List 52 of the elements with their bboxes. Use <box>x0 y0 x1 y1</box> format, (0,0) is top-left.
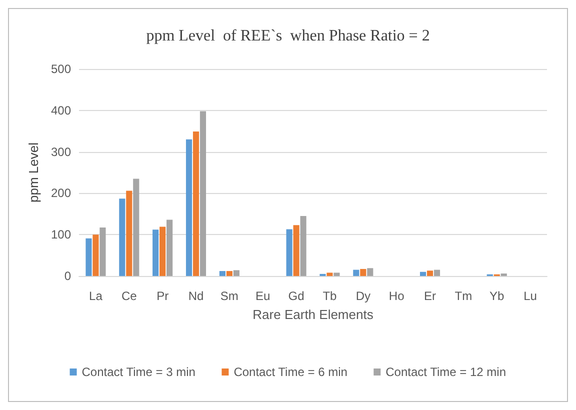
bar <box>186 139 192 276</box>
legend-label: Contact Time = 3 min <box>82 365 196 379</box>
bar <box>192 132 200 276</box>
x-tick-label: Sm <box>220 289 238 303</box>
bar <box>200 111 206 276</box>
x-axis-title: Rare Earth Elements <box>252 307 374 322</box>
bar <box>160 226 166 276</box>
bar <box>334 272 340 276</box>
x-tick-label: Tb <box>322 289 338 303</box>
bar <box>119 198 126 276</box>
bar <box>286 229 292 276</box>
y-tick-label: 0 <box>64 269 72 283</box>
legend-label: Contact Time = 6 min <box>234 365 348 379</box>
y-tick-label: 200 <box>50 186 72 200</box>
y-axis-title: ppm Level <box>26 142 42 202</box>
x-tick-label: Pr <box>156 289 169 303</box>
x-tick-label: Yb <box>490 289 505 303</box>
x-tick-label: Ce <box>121 289 138 303</box>
bar <box>100 228 106 276</box>
x-tick-label: Tm <box>454 289 472 303</box>
bar <box>126 190 132 276</box>
y-tick-label: 400 <box>50 103 72 118</box>
bar <box>426 270 434 276</box>
bar <box>219 271 226 276</box>
bar <box>434 270 440 276</box>
bar <box>353 270 360 276</box>
x-tick-label: Gd <box>288 289 304 303</box>
legend-label: Contact Time = 12 min <box>386 365 506 379</box>
y-tick-label: 300 <box>50 144 72 159</box>
bar <box>420 272 426 276</box>
bar <box>326 272 333 276</box>
bar <box>300 216 306 276</box>
x-tick-label: La <box>89 289 103 303</box>
bar <box>360 268 366 276</box>
x-tick-label: Nd <box>188 289 204 303</box>
bar <box>86 238 92 276</box>
x-tick-label: Dy <box>356 289 370 303</box>
bar <box>293 225 300 276</box>
bar <box>166 220 173 276</box>
x-tick-label: Ho <box>388 289 405 303</box>
bar <box>133 178 140 276</box>
x-tick-label: Lu <box>524 289 537 303</box>
bar <box>92 234 99 276</box>
y-tick-label: 500 <box>50 62 72 76</box>
y-tick-label: 100 <box>50 228 72 242</box>
x-tick-label: Eu <box>256 289 270 303</box>
bar <box>233 270 240 276</box>
bar <box>367 268 374 276</box>
bar <box>226 271 232 276</box>
chart-title: ppm Level of REE`s when Phase Ratio = 2 <box>146 28 430 44</box>
bar <box>152 230 159 276</box>
x-tick-label: Er <box>424 289 436 303</box>
